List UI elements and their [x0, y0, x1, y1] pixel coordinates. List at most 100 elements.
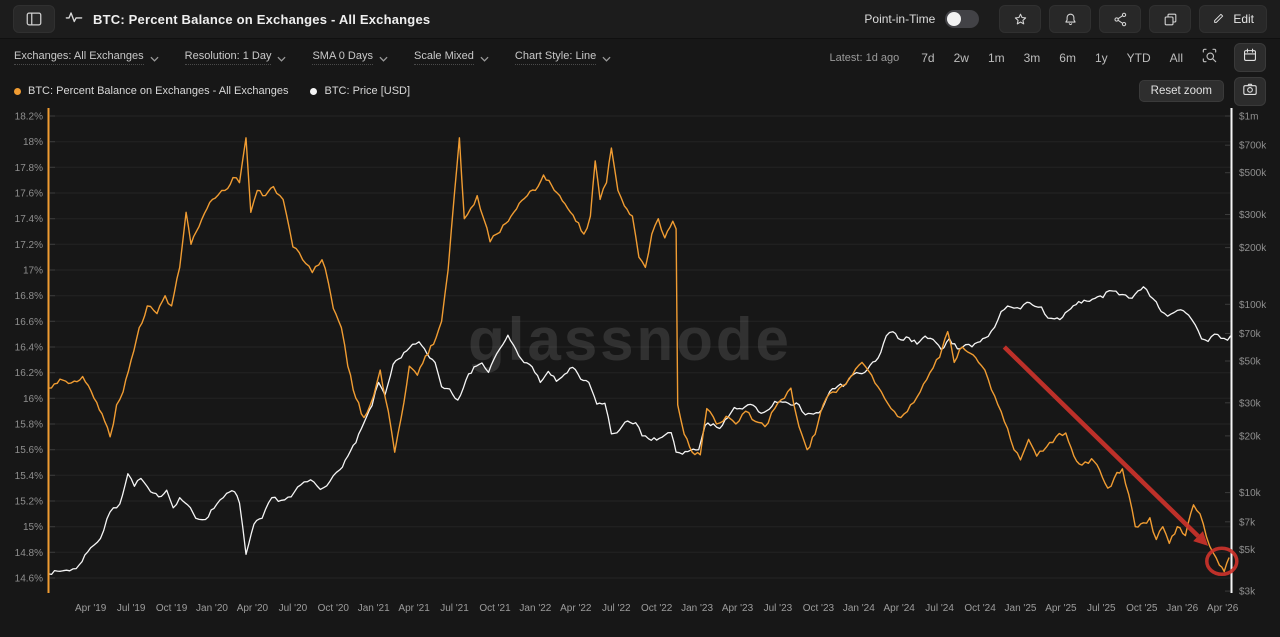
edit-button[interactable]: Edit [1199, 5, 1267, 33]
edit-button-label: Edit [1233, 12, 1254, 26]
svg-text:Jul '25: Jul '25 [1087, 603, 1116, 614]
legend-label: BTC: Price [USD] [324, 85, 411, 97]
svg-text:Oct '19: Oct '19 [156, 603, 188, 614]
dropdown-chart-style[interactable]: Chart Style: Line [514, 50, 611, 65]
right-axis-labels: $1m $700k $500k $300k $200k $100k $70k $50k $30k… [1225, 112, 1267, 598]
screenshot-button[interactable] [1234, 76, 1266, 106]
svg-text:$700k: $700k [1239, 141, 1267, 152]
duplicate-icon [1162, 11, 1179, 28]
time-range-group: 7d 2w 1m 3m 6m 1y YTD All [919, 49, 1185, 67]
svg-text:$200k: $200k [1239, 243, 1267, 254]
svg-text:16.4%: 16.4% [15, 343, 43, 354]
svg-text:Jan '25: Jan '25 [1005, 603, 1037, 614]
reset-zoom-button[interactable]: Reset zoom [1138, 80, 1224, 102]
svg-text:Apr '21: Apr '21 [398, 603, 430, 614]
calendar-button[interactable] [1234, 43, 1266, 72]
annotation-circle [1205, 546, 1239, 577]
svg-text:Apr '24: Apr '24 [884, 603, 916, 614]
svg-text:$7k: $7k [1239, 517, 1256, 528]
x-axis-labels: Apr '19 Jul '19 Oct '19 Jan '20 Apr '20 Jul '… [75, 603, 1239, 614]
zoom-range-icon [1201, 48, 1218, 67]
legend-dot [310, 87, 318, 95]
share-button[interactable] [1099, 5, 1142, 33]
point-in-time-toggle[interactable] [945, 10, 980, 28]
left-axis-labels: 18.2% 18% 17.8% 17.6% 17.4% 17.2% 17% 16.8% 16.6… [15, 112, 55, 585]
header: BTC: Percent Balance on Exchanges - All … [0, 0, 1280, 39]
svg-text:Jan '20: Jan '20 [196, 603, 228, 614]
glassnode-watermark: glassnode [468, 306, 792, 373]
range-1m[interactable]: 1m [987, 50, 1005, 65]
svg-text:Apr '26: Apr '26 [1207, 603, 1239, 614]
svg-text:17.4%: 17.4% [15, 214, 43, 225]
dropdown-label: Exchanges: All Exchanges [14, 50, 144, 65]
svg-text:$70k: $70k [1239, 329, 1262, 340]
svg-text:$30k: $30k [1239, 398, 1262, 409]
dropdown-label: SMA 0 Days [312, 50, 373, 65]
svg-text:17.6%: 17.6% [15, 189, 43, 200]
svg-text:Apr '22: Apr '22 [560, 603, 592, 614]
zoom-range-button[interactable] [1199, 47, 1220, 69]
svg-text:18%: 18% [23, 137, 43, 148]
favorite-button[interactable] [999, 5, 1042, 33]
svg-text:Oct '25: Oct '25 [1126, 603, 1158, 614]
range-2w[interactable]: 2w [953, 50, 969, 65]
price-line [48, 286, 1232, 576]
legend-dot [14, 87, 21, 95]
latest-status: Latest: 1d ago [829, 51, 900, 64]
dropdown-label: Resolution: 1 Day [184, 50, 272, 65]
svg-text:$20k: $20k [1239, 431, 1262, 442]
range-all[interactable]: All [1169, 50, 1183, 65]
svg-text:Jul '23: Jul '23 [764, 603, 793, 614]
svg-text:Jan '22: Jan '22 [519, 603, 551, 614]
dropdown-scale-mixed[interactable]: Scale Mixed [414, 50, 489, 65]
range-7d[interactable]: 7d [921, 50, 935, 65]
svg-text:Jan '24: Jan '24 [843, 603, 875, 614]
calendar-icon [1242, 47, 1258, 68]
svg-text:Jan '23: Jan '23 [681, 603, 713, 614]
sidebar-toggle-button[interactable] [13, 5, 55, 33]
svg-text:$100k: $100k [1239, 300, 1267, 311]
annotation-arrow [1002, 345, 1209, 546]
chevron-down-icon [277, 50, 287, 65]
chevron-down-icon [150, 50, 159, 65]
dropdown-label: Scale Mixed [414, 50, 474, 65]
range-1y[interactable]: 1y [1094, 50, 1108, 65]
svg-text:Jul '22: Jul '22 [602, 603, 631, 614]
svg-text:Jan '26: Jan '26 [1166, 603, 1198, 614]
svg-text:18.2%: 18.2% [15, 112, 43, 123]
toggle-knob [947, 12, 962, 26]
svg-text:17%: 17% [23, 266, 43, 277]
chevron-down-icon [480, 50, 489, 65]
chevron-down-icon [379, 50, 388, 65]
pulse-icon [65, 9, 83, 30]
legend-item-0[interactable]: BTC: Percent Balance on Exchanges - All … [14, 85, 288, 97]
svg-text:Oct '22: Oct '22 [641, 603, 673, 614]
range-6m[interactable]: 6m [1059, 50, 1076, 65]
legend: BTC: Percent Balance on Exchanges - All … [14, 85, 410, 97]
dropdown-exchanges[interactable]: Exchanges: All Exchanges [14, 50, 159, 65]
legend-row: BTC: Percent Balance on Exchanges - All … [0, 76, 1280, 106]
dropdown-sma-0-days[interactable]: SMA 0 Days [312, 50, 388, 65]
svg-text:15.8%: 15.8% [15, 420, 43, 431]
bell-icon [1062, 11, 1079, 28]
svg-text:Jul '24: Jul '24 [925, 603, 954, 614]
dropdown-label: Chart Style: Line [514, 50, 597, 65]
range-3m[interactable]: 3m [1023, 50, 1041, 65]
sidebar-panel-icon [25, 10, 43, 28]
svg-text:Jan '21: Jan '21 [358, 603, 390, 614]
page-title: BTC: Percent Balance on Exchanges - All … [93, 11, 431, 27]
alerts-button[interactable] [1049, 5, 1092, 33]
svg-text:$5k: $5k [1239, 545, 1256, 556]
svg-text:Oct '21: Oct '21 [479, 603, 511, 614]
share-icon [1112, 11, 1129, 28]
dropdown-resolution[interactable]: Resolution: 1 Day [184, 50, 287, 65]
duplicate-button[interactable] [1149, 5, 1192, 33]
svg-text:16%: 16% [23, 394, 43, 405]
svg-text:$10k: $10k [1239, 488, 1262, 499]
svg-text:$3k: $3k [1239, 587, 1256, 598]
range-ytd[interactable]: YTD [1126, 50, 1151, 65]
legend-item-1[interactable]: BTC: Price [USD] [310, 85, 410, 97]
svg-text:Apr '19: Apr '19 [75, 603, 107, 614]
